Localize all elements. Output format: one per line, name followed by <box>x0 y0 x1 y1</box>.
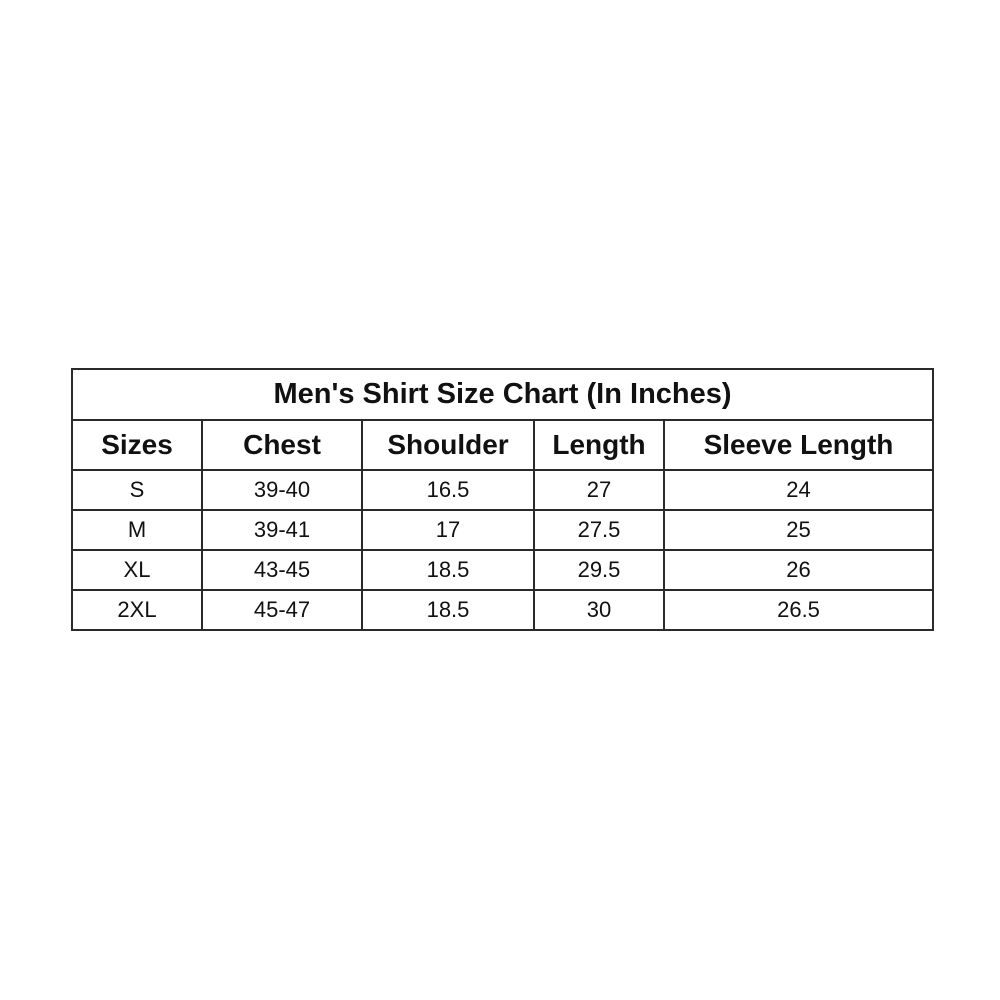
column-header: Sizes <box>71 419 203 471</box>
table-cell: M <box>71 509 203 551</box>
title-row: Men's Shirt Size Chart (In Inches) <box>70 368 935 421</box>
column-header: Sleeve Length <box>662 419 935 471</box>
column-header: Length <box>533 419 665 471</box>
column-header: Shoulder <box>361 419 535 471</box>
table-row: 2XL 45-47 18.5 30 26.5 <box>71 589 935 631</box>
table-cell: 26 <box>662 549 935 591</box>
table-row: M 39-41 17 27.5 25 <box>71 509 935 551</box>
table-cell: 39-40 <box>201 469 363 511</box>
table-cell: 30 <box>533 589 665 631</box>
header-row: Sizes Chest Shoulder Length Sleeve Length <box>71 419 935 471</box>
table-cell: 27 <box>533 469 665 511</box>
table-cell: 2XL <box>71 589 203 631</box>
table-cell: S <box>71 469 203 511</box>
table-cell: 18.5 <box>361 589 535 631</box>
table-row: S 39-40 16.5 27 24 <box>71 469 935 511</box>
table-cell: 45-47 <box>201 589 363 631</box>
table-cell: 24 <box>662 469 935 511</box>
table-cell: XL <box>71 549 203 591</box>
table-cell: 25 <box>662 509 935 551</box>
column-header: Chest <box>201 419 363 471</box>
table-cell: 16.5 <box>361 469 535 511</box>
table-cell: 27.5 <box>533 509 665 551</box>
table-row: XL 43-45 18.5 29.5 26 <box>71 549 935 591</box>
table-cell: 43-45 <box>201 549 363 591</box>
table-cell: 26.5 <box>662 589 935 631</box>
table-cell: 29.5 <box>533 549 665 591</box>
table-cell: 17 <box>361 509 535 551</box>
table-cell: 39-41 <box>201 509 363 551</box>
size-chart-table: Men's Shirt Size Chart (In Inches) Sizes… <box>70 368 935 631</box>
table-cell: 18.5 <box>361 549 535 591</box>
table-title: Men's Shirt Size Chart (In Inches) <box>70 368 935 421</box>
